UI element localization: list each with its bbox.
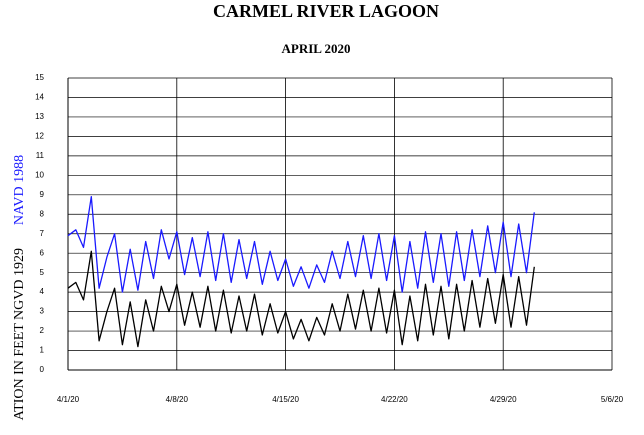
x-tick-label: 4/1/20 (57, 395, 80, 404)
y-tick-label: 0 (40, 365, 45, 374)
chart-title: CARMEL RIVER LAGOON (213, 1, 439, 21)
y-tick-label: 5 (40, 268, 45, 277)
x-tick-label: 4/15/20 (272, 395, 299, 404)
data-line (67, 250, 535, 348)
x-tick-label: 5/6/20 (601, 395, 624, 404)
y-tick-label: 7 (40, 229, 45, 238)
y-tick-label: 11 (36, 151, 45, 160)
y-tick-label: 13 (35, 112, 44, 121)
y-tick-label: 15 (35, 73, 44, 82)
x-tick-label: 4/8/20 (166, 395, 189, 404)
y-tick-label: 10 (35, 170, 44, 179)
y-tick-label: 8 (40, 209, 45, 218)
y-tick-label: 3 (40, 307, 45, 316)
x-tick-label: 4/22/20 (381, 395, 408, 404)
y-axis-title: NAVD 1988 (12, 155, 27, 225)
data-line (67, 196, 535, 293)
x-tick-label: 4/29/20 (490, 395, 517, 404)
y-tick-label: 1 (40, 346, 45, 355)
y-tick-label: 2 (40, 326, 45, 335)
y-tick-label: 9 (40, 190, 45, 199)
y-tick-label: 12 (35, 132, 44, 141)
y-tick-label: 4 (40, 287, 45, 296)
y-axis-title: ATION IN FEET NGVD 1929 (12, 248, 27, 420)
chart-subtitle: APRIL 2020 (282, 41, 351, 56)
y-tick-label: 6 (40, 248, 45, 257)
y-tick-label: 14 (35, 93, 44, 102)
